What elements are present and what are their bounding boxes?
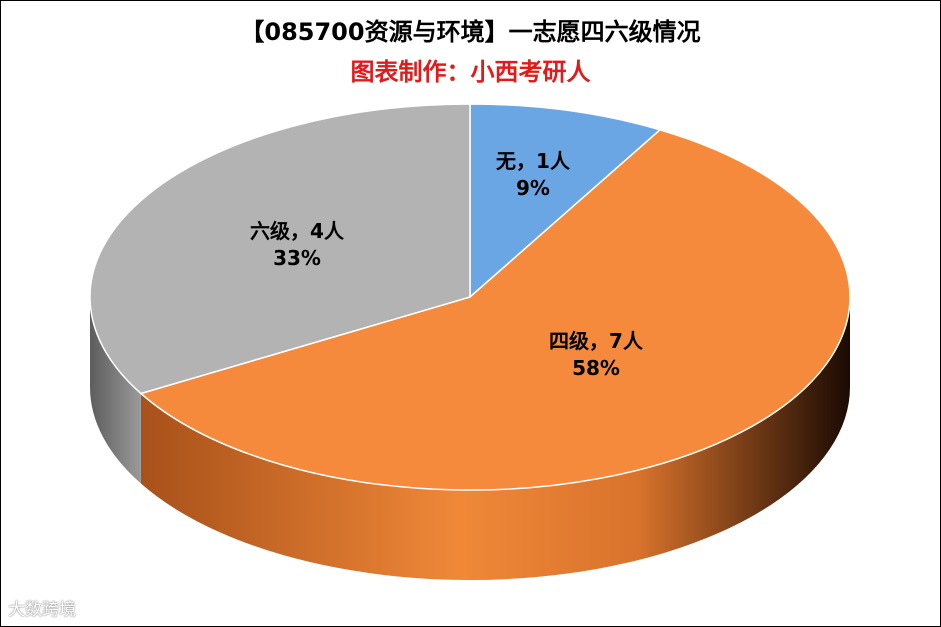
slice-percent-label: 58% [572,356,620,380]
slice-count-label: 无，1人 [496,149,571,173]
slice-2 [89,103,471,395]
chart-subtitle: 图表制作：小西考研人 [350,58,591,86]
slice-1 [139,129,851,491]
slice-count-label: 六级，4人 [250,219,345,243]
slice-0 [469,103,662,299]
watermark: 大数跨境 [8,600,76,620]
slice-percent-label: 9% [516,176,550,200]
slice-percent-label: 33% [273,246,321,270]
chart-title: 【085700资源与环境】一志愿四六级情况 [240,18,701,46]
slice-side-1 [140,297,850,580]
slice-side-2 [90,297,141,484]
slice-count-label: 四级，7人 [549,329,644,353]
